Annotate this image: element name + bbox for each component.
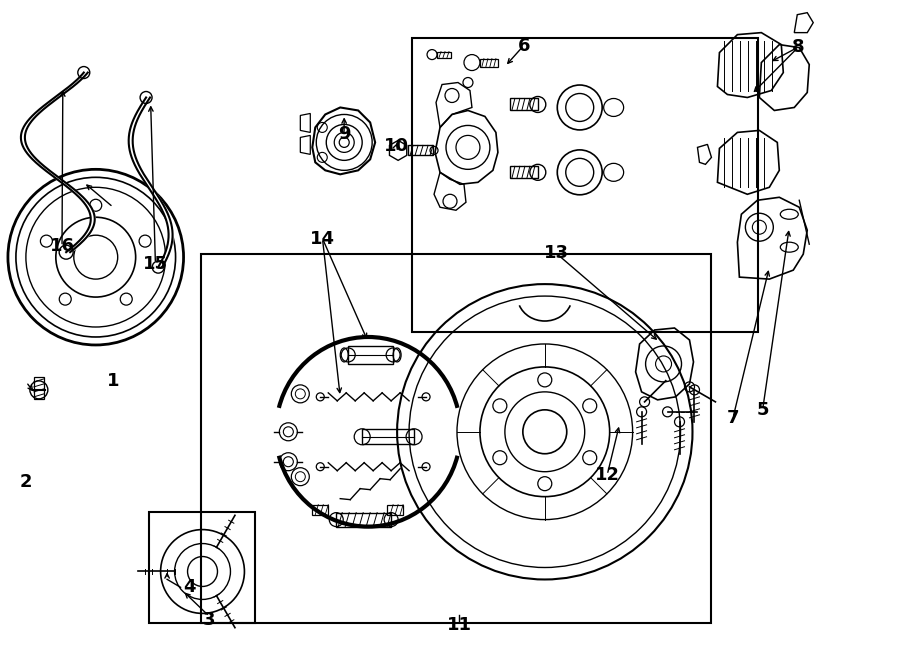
Bar: [437, 52, 451, 58]
Bar: [34, 377, 44, 399]
Text: 5: 5: [756, 401, 769, 419]
Bar: [480, 58, 498, 67]
Bar: [362, 429, 414, 444]
Bar: [387, 504, 403, 514]
Circle shape: [74, 235, 118, 279]
Text: 4: 4: [184, 579, 196, 596]
Bar: [348, 346, 393, 364]
Bar: [337, 512, 392, 526]
Text: 9: 9: [338, 125, 350, 143]
Text: 10: 10: [383, 137, 409, 155]
Text: 15: 15: [143, 255, 168, 273]
Bar: [510, 166, 538, 178]
Circle shape: [523, 410, 567, 453]
Bar: [408, 146, 433, 156]
Text: 3: 3: [203, 611, 216, 630]
Bar: [510, 99, 538, 111]
Text: 8: 8: [792, 38, 805, 56]
Text: 7: 7: [726, 409, 739, 427]
Bar: [312, 504, 328, 514]
Text: 6: 6: [518, 36, 530, 55]
Bar: [201, 254, 712, 624]
Bar: [412, 38, 759, 332]
Text: 11: 11: [446, 616, 472, 634]
Text: 12: 12: [595, 466, 620, 484]
Text: 16: 16: [50, 238, 75, 256]
Text: 2: 2: [20, 473, 32, 491]
Text: 13: 13: [544, 244, 569, 262]
Bar: [148, 512, 256, 624]
Text: 1: 1: [107, 371, 120, 389]
Text: 14: 14: [310, 230, 335, 248]
